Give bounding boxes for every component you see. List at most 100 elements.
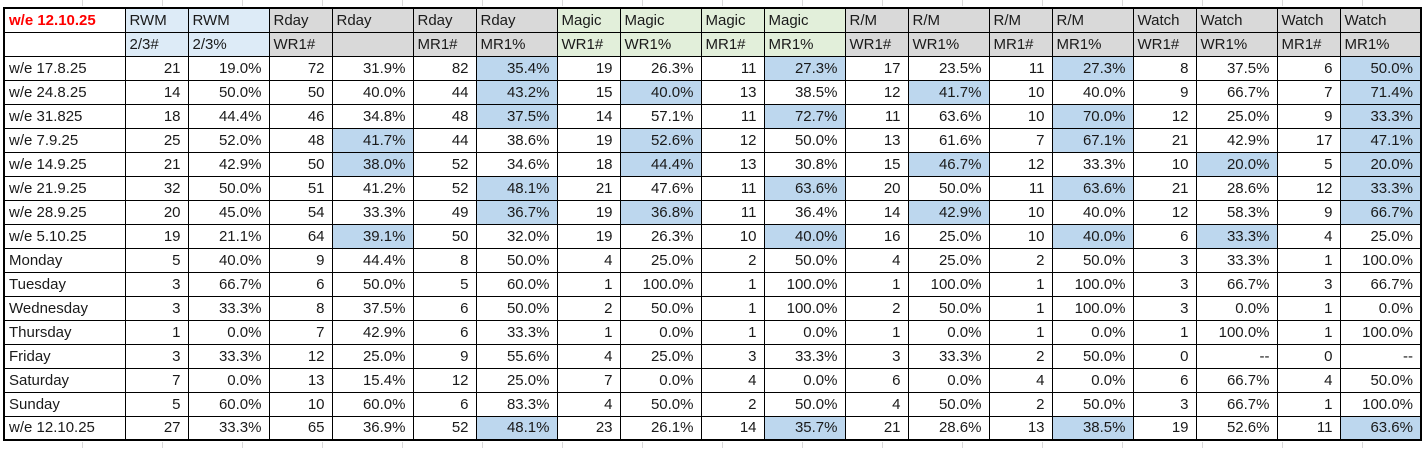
data-cell[interactable]: 5 (124, 247, 189, 273)
data-cell[interactable]: 82 (412, 55, 477, 81)
data-cell[interactable]: 66.7% (1195, 391, 1278, 417)
data-cell[interactable]: 0.0% (763, 319, 846, 345)
data-cell[interactable]: 40.0% (187, 247, 270, 273)
data-cell[interactable]: 44 (412, 79, 477, 105)
data-cell[interactable]: 0.0% (1051, 319, 1134, 345)
data-cell[interactable]: 6 (844, 367, 909, 393)
row-label-cell[interactable]: Friday (3, 343, 126, 369)
data-cell[interactable]: 7 (268, 319, 333, 345)
data-cell[interactable]: 26.1% (619, 415, 702, 441)
data-cell[interactable]: 35.4% (475, 55, 558, 81)
data-cell[interactable]: 7 (124, 367, 189, 393)
data-cell[interactable]: 39.1% (331, 223, 414, 249)
data-cell[interactable]: 20 (844, 175, 909, 201)
data-cell[interactable]: 33.3% (475, 319, 558, 345)
data-cell[interactable]: 11 (988, 55, 1053, 81)
data-cell[interactable]: 100.0% (907, 271, 990, 297)
data-cell[interactable]: 14 (700, 415, 765, 441)
data-cell[interactable]: 38.5% (1051, 415, 1134, 441)
data-cell[interactable]: 50.0% (1339, 55, 1422, 81)
data-cell[interactable]: 3 (700, 343, 765, 369)
data-cell[interactable]: 1 (1276, 247, 1341, 273)
data-cell[interactable]: 63.6% (1339, 415, 1422, 441)
data-cell[interactable]: 33.3% (763, 343, 846, 369)
data-cell[interactable]: 21 (1132, 127, 1197, 153)
data-cell[interactable]: 7 (556, 367, 621, 393)
data-cell[interactable]: 37.5% (475, 103, 558, 129)
data-cell[interactable]: 27.3% (763, 55, 846, 81)
sub-header-cell[interactable] (331, 31, 414, 57)
data-cell[interactable]: 6 (412, 319, 477, 345)
data-cell[interactable]: 50.0% (907, 295, 990, 321)
data-cell[interactable]: 50.0% (1051, 247, 1134, 273)
data-cell[interactable]: 61.6% (907, 127, 990, 153)
data-cell[interactable]: 50.0% (763, 391, 846, 417)
group-header-cell[interactable]: Watch (1276, 7, 1341, 33)
sub-header-cell[interactable]: WR1# (844, 31, 909, 57)
data-cell[interactable]: 8 (412, 247, 477, 273)
data-cell[interactable]: 9 (1276, 199, 1341, 225)
data-cell[interactable]: 0.0% (1051, 367, 1134, 393)
data-cell[interactable]: -- (1339, 343, 1422, 369)
data-cell[interactable]: 19 (1132, 415, 1197, 441)
sub-header-cell[interactable]: 2/3# (124, 31, 189, 57)
data-cell[interactable]: 11 (700, 103, 765, 129)
data-cell[interactable]: 9 (1132, 79, 1197, 105)
data-cell[interactable]: 40.0% (331, 79, 414, 105)
data-cell[interactable]: 41.7% (907, 79, 990, 105)
data-cell[interactable]: 3 (1132, 271, 1197, 297)
data-cell[interactable]: 2 (988, 391, 1053, 417)
data-cell[interactable]: 32.0% (475, 223, 558, 249)
data-cell[interactable]: 10 (988, 103, 1053, 129)
data-cell[interactable]: 47.1% (1339, 127, 1422, 153)
data-cell[interactable]: 50.0% (187, 79, 270, 105)
data-cell[interactable]: 38.6% (475, 127, 558, 153)
data-cell[interactable]: 12 (844, 79, 909, 105)
data-cell[interactable]: 70.0% (1051, 103, 1134, 129)
data-cell[interactable]: 10 (1132, 151, 1197, 177)
data-cell[interactable]: 66.7% (187, 271, 270, 297)
data-cell[interactable]: 66.7% (1195, 271, 1278, 297)
data-cell[interactable]: 0.0% (1195, 295, 1278, 321)
data-cell[interactable]: 12 (1276, 175, 1341, 201)
data-cell[interactable]: 58.3% (1195, 199, 1278, 225)
data-cell[interactable]: 1 (700, 319, 765, 345)
data-cell[interactable]: 25.0% (907, 223, 990, 249)
data-cell[interactable]: 12 (1132, 103, 1197, 129)
data-cell[interactable]: 1 (988, 295, 1053, 321)
data-cell[interactable]: 14 (844, 199, 909, 225)
data-cell[interactable]: 1 (700, 295, 765, 321)
data-cell[interactable]: 50 (412, 223, 477, 249)
data-cell[interactable]: 4 (844, 247, 909, 273)
data-cell[interactable]: 0.0% (907, 319, 990, 345)
data-cell[interactable]: 27 (124, 415, 189, 441)
row-label-cell[interactable]: Wednesday (3, 295, 126, 321)
data-cell[interactable]: 19 (556, 55, 621, 81)
data-cell[interactable]: 25.0% (1195, 103, 1278, 129)
data-cell[interactable]: 40.0% (763, 223, 846, 249)
data-cell[interactable]: 100.0% (619, 271, 702, 297)
data-cell[interactable]: 6 (268, 271, 333, 297)
data-cell[interactable]: 1 (1132, 319, 1197, 345)
data-cell[interactable]: 5 (124, 391, 189, 417)
data-cell[interactable]: 7 (988, 127, 1053, 153)
data-cell[interactable]: 19.0% (187, 55, 270, 81)
data-cell[interactable]: 41.7% (331, 127, 414, 153)
data-cell[interactable]: 40.0% (1051, 79, 1134, 105)
data-cell[interactable]: 0 (1276, 343, 1341, 369)
data-cell[interactable]: 48.1% (475, 415, 558, 441)
data-cell[interactable]: 23 (556, 415, 621, 441)
data-cell[interactable]: 100.0% (763, 271, 846, 297)
data-cell[interactable]: 51 (268, 175, 333, 201)
data-cell[interactable]: 4 (1276, 367, 1341, 393)
data-cell[interactable]: 100.0% (1339, 247, 1422, 273)
sub-header-cell[interactable]: MR1# (412, 31, 477, 57)
data-cell[interactable]: 33.3% (1051, 151, 1134, 177)
group-header-cell[interactable]: Rday (268, 7, 333, 33)
data-cell[interactable]: 33.3% (187, 343, 270, 369)
data-cell[interactable]: 10 (268, 391, 333, 417)
data-cell[interactable]: 20 (124, 199, 189, 225)
data-cell[interactable]: 21 (124, 151, 189, 177)
data-cell[interactable]: 36.7% (475, 199, 558, 225)
data-cell[interactable]: 7 (1276, 79, 1341, 105)
